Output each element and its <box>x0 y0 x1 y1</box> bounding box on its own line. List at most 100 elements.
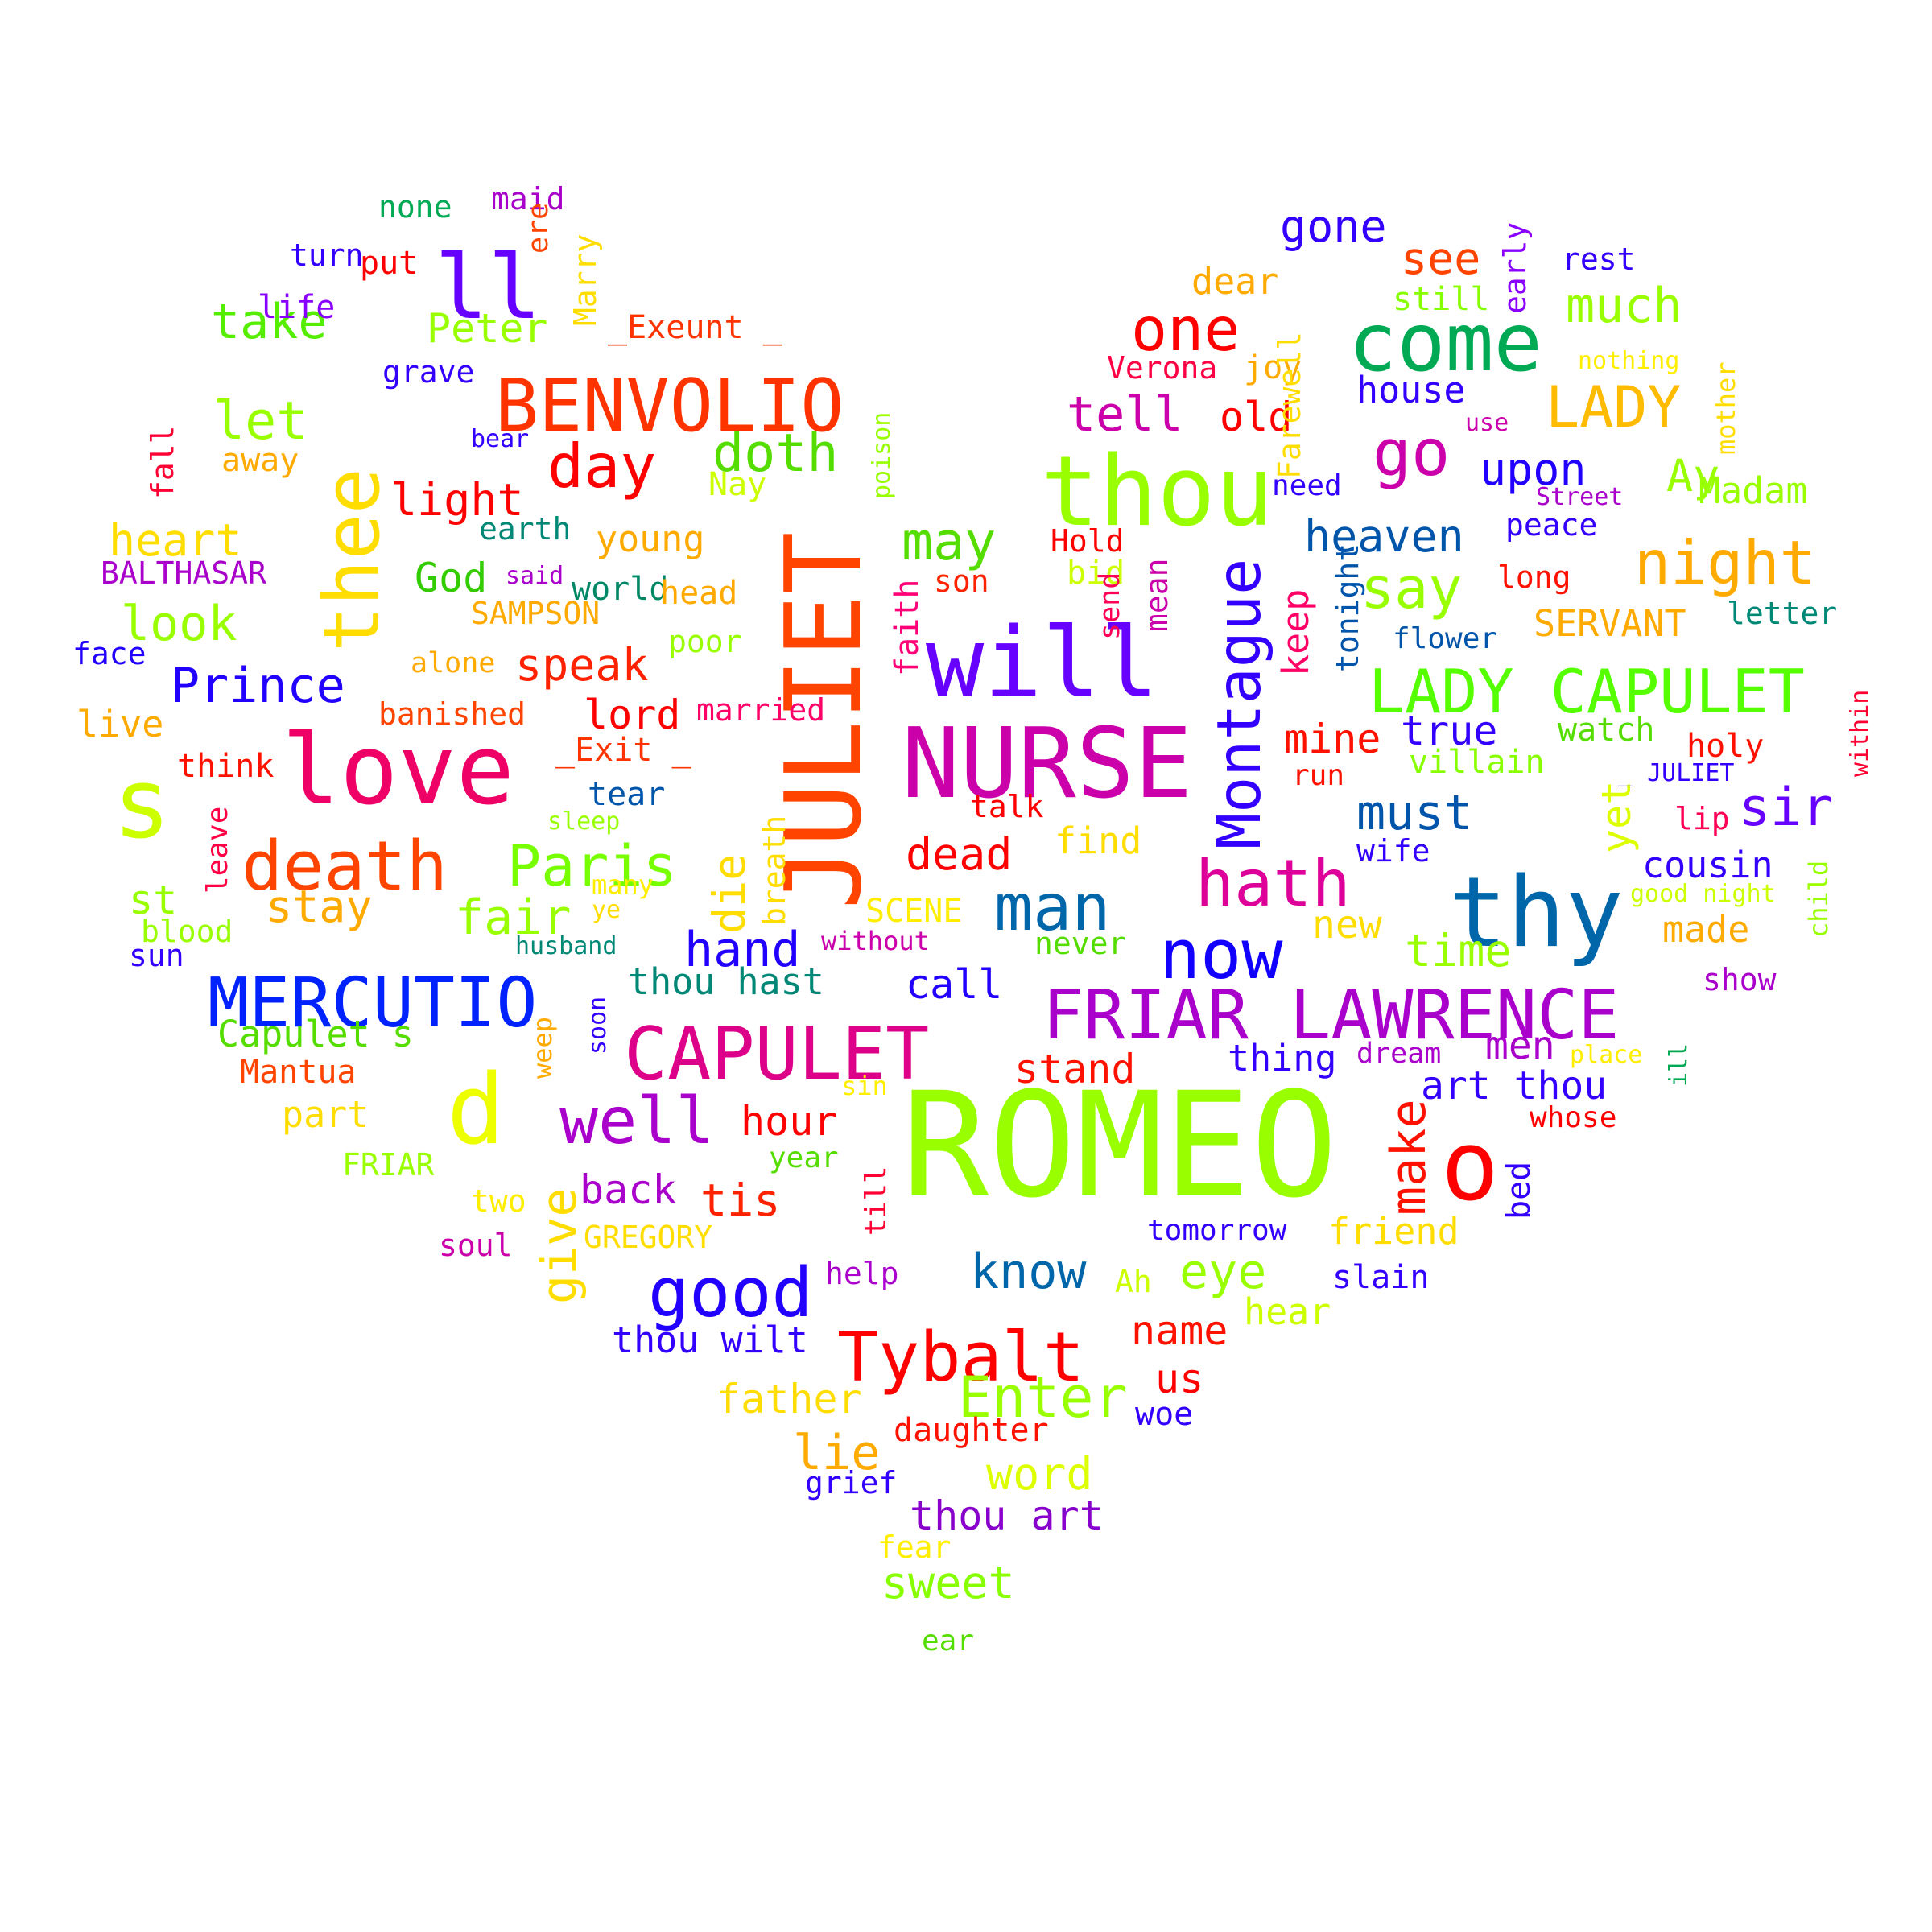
word-maid: maid <box>491 181 565 217</box>
word-see: see <box>1401 233 1480 284</box>
word-street: Street <box>1536 483 1623 511</box>
word-whose: whose <box>1530 1101 1616 1134</box>
word-nothing: nothing <box>1578 347 1679 375</box>
word-poor: poor <box>668 624 742 659</box>
word-mine: mine <box>1284 716 1381 762</box>
word-face: face <box>72 636 147 671</box>
word-may: may <box>902 512 996 572</box>
word-o: o <box>1441 1111 1499 1223</box>
word-enter: Enter <box>958 1364 1128 1430</box>
word-men: men <box>1485 1023 1555 1068</box>
word-dream: dream <box>1356 1038 1441 1070</box>
word-wife: wife <box>1356 833 1430 869</box>
word-show: show <box>1703 962 1777 997</box>
word-early: early <box>1497 222 1533 314</box>
word-well: well <box>559 1084 715 1158</box>
word-upon: upon <box>1480 444 1586 495</box>
word-ere: ere <box>522 203 555 254</box>
word-new: new <box>1312 902 1382 947</box>
word-sun: sun <box>129 938 184 973</box>
word-banished: banished <box>378 696 526 732</box>
word-tear: tear <box>588 776 665 813</box>
word-ll: ll <box>435 236 541 339</box>
word-alone: alone <box>411 647 495 679</box>
word-grave: grave <box>382 354 474 390</box>
word-now: now <box>1159 915 1283 995</box>
word-soon: soon <box>584 997 612 1055</box>
word-good: good <box>648 1253 813 1333</box>
word-still: still <box>1393 281 1489 318</box>
word-sin: sin <box>841 1071 888 1101</box>
word-run: run <box>1292 759 1344 792</box>
word-sweet: sweet <box>881 1557 1015 1608</box>
word-speak: speak <box>515 639 649 691</box>
word-name: name <box>1131 1307 1228 1354</box>
word-poison: poison <box>868 412 896 499</box>
word-talk: talk <box>970 789 1044 824</box>
word-husband: husband <box>515 932 617 960</box>
word-call: call <box>906 961 1002 1008</box>
word-let: let <box>213 391 308 452</box>
word-say: say <box>1360 555 1462 621</box>
word-back: back <box>580 1166 676 1213</box>
word-soul: soul <box>439 1228 513 1263</box>
word-daughter: daughter <box>894 1412 1049 1449</box>
word-thy: thy <box>1449 857 1624 969</box>
word-joy: joy <box>1244 349 1302 386</box>
word-use: use <box>1465 409 1509 437</box>
word-art-thou: art thou <box>1421 1063 1607 1108</box>
word-put: put <box>360 245 418 282</box>
word-head: head <box>660 575 737 612</box>
word-farewell: Farewell <box>1272 332 1307 479</box>
word-bear: bear <box>471 425 529 453</box>
word-keep: keep <box>1274 589 1317 676</box>
word-light: light <box>390 474 524 526</box>
word-s: s <box>113 749 171 861</box>
word-nay: Nay <box>708 466 766 503</box>
word-lie: lie <box>793 1425 880 1481</box>
word-two: two <box>471 1183 526 1219</box>
word-paris: Paris <box>507 833 677 899</box>
word-turn: turn <box>290 237 364 273</box>
word-sir: sir <box>1739 778 1833 838</box>
word-yet: yet <box>1593 781 1640 853</box>
word-thou-hast: thou hast <box>628 960 824 1003</box>
word-thee: thee <box>308 468 397 652</box>
word-tonight: tonight <box>1330 543 1365 672</box>
word-world: world <box>572 571 668 608</box>
word-st: st <box>129 877 177 923</box>
word-take: take <box>211 294 328 350</box>
word-gregory: GREGORY <box>584 1220 712 1255</box>
word-married: married <box>696 692 825 728</box>
word-good-night: good night <box>1630 880 1776 908</box>
word-ear: ear <box>922 1624 974 1657</box>
word-place: place <box>1570 1041 1642 1069</box>
word-fear: fear <box>877 1530 952 1565</box>
word-help: help <box>825 1256 899 1291</box>
word-long: long <box>1497 559 1571 595</box>
word-one: one <box>1131 294 1240 365</box>
word-holy: holy <box>1686 728 1764 765</box>
word-verona: Verona <box>1107 350 1217 386</box>
word-think: think <box>177 748 274 785</box>
word-give: give <box>531 1188 588 1305</box>
word-villain: villain <box>1409 744 1545 781</box>
word-never: never <box>1034 926 1126 961</box>
word-made: made <box>1662 908 1749 951</box>
word-slain: slain <box>1332 1259 1429 1296</box>
word-nurse: NURSE <box>902 708 1192 820</box>
word-hold: Hold <box>1051 523 1125 559</box>
word-peace: peace <box>1505 507 1597 543</box>
word-peter: Peter <box>427 305 548 352</box>
word-blood: blood <box>141 914 233 949</box>
word-bed: bed <box>1501 1162 1538 1220</box>
word-thou-art: thou art <box>910 1492 1104 1539</box>
word-d: d <box>447 1055 505 1166</box>
word-live: live <box>76 703 163 745</box>
word-sampson: SAMPSON <box>471 596 600 631</box>
word-cousin: cousin <box>1642 844 1773 886</box>
word-friend: friend <box>1328 1210 1459 1253</box>
word-tybalt: Tybalt <box>837 1318 1084 1397</box>
word-true: true <box>1401 708 1497 754</box>
word-montague: Montague <box>1203 559 1274 849</box>
